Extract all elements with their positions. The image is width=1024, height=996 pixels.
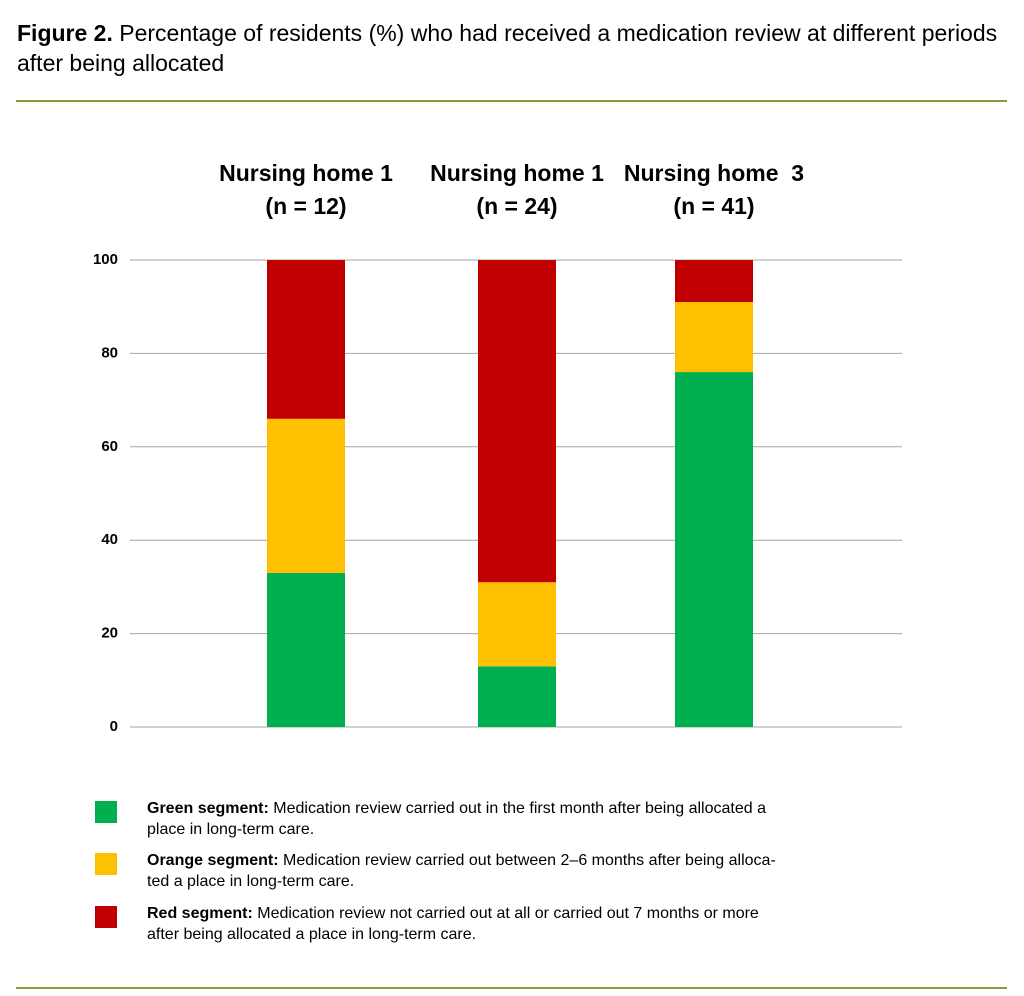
legend-description: Medication review carried out between 2–… xyxy=(147,852,776,890)
legend-swatch xyxy=(95,801,117,823)
figure-label: Figure 2. xyxy=(17,20,113,46)
y-tick-label: 20 xyxy=(101,625,118,642)
legend-entry: Orange segment: Medication review carrie… xyxy=(147,850,907,892)
legend-swatch xyxy=(95,906,117,928)
bar-segment xyxy=(675,372,753,727)
y-tick-label: 40 xyxy=(101,531,118,548)
bar-segment xyxy=(675,260,753,303)
title-text: Percentage of residents (%) who had rece… xyxy=(17,20,998,76)
category-label: Nursing home 1 (n = 24) xyxy=(430,160,604,219)
legend-description: Medication review not carried out at all… xyxy=(147,905,759,943)
legend-name: Orange segment: xyxy=(147,852,279,869)
bar-segment xyxy=(267,418,345,573)
bottom-rule xyxy=(16,987,1007,989)
bar-segment xyxy=(478,666,556,727)
y-tick-label: 60 xyxy=(101,438,118,455)
legend-swatch xyxy=(95,853,117,875)
category-label: Nursing home 3 (n = 41) xyxy=(623,160,805,219)
bar-segment xyxy=(478,260,556,583)
bar-segment xyxy=(675,302,753,373)
bar-segment xyxy=(267,572,345,727)
y-tick-label: 0 xyxy=(110,718,118,735)
legend-description: Medication review carried out in the fir… xyxy=(147,800,766,838)
figure-title: Figure 2. Percentage of residents (%) wh… xyxy=(17,18,1007,78)
bar-segment xyxy=(267,260,345,419)
legend-entry: Green segment: Medication review carried… xyxy=(147,798,907,840)
y-tick-label: 100 xyxy=(93,251,118,268)
top-rule xyxy=(16,100,1007,102)
bar-segment xyxy=(478,582,556,667)
legend-name: Green segment: xyxy=(147,800,269,817)
category-label: Nursing home 1 (n = 12) xyxy=(219,160,393,219)
legend-entry: Red segment: Medication review not carri… xyxy=(147,903,907,945)
legend-name: Red segment: xyxy=(147,905,253,922)
y-tick-label: 80 xyxy=(101,344,118,361)
